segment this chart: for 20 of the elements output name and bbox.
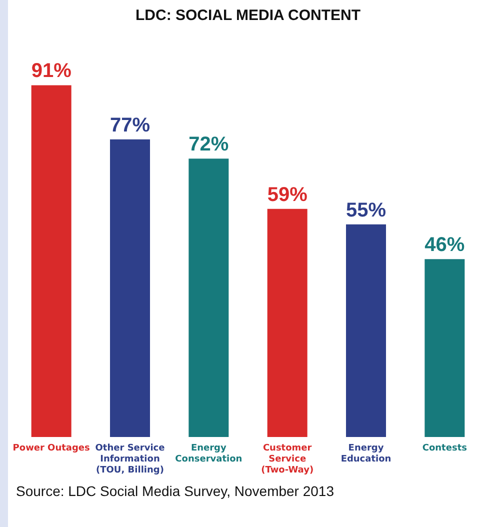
- source-note: Source: LDC Social Media Survey, November 2013: [16, 482, 336, 501]
- x-tick-label: Other Service Information (TOU, Billing): [95, 444, 165, 476]
- bar: [346, 224, 386, 437]
- x-tick-label: Energy Education: [340, 444, 392, 464]
- bar: [188, 158, 229, 437]
- data-label: 77%: [110, 114, 150, 136]
- bar: [424, 259, 465, 437]
- data-label: 46%: [424, 234, 465, 256]
- x-tick-label: Contests: [422, 444, 467, 454]
- data-label: 91%: [31, 60, 72, 82]
- data-label: 72%: [188, 134, 229, 156]
- x-tick-label: Power Outages: [12, 444, 90, 454]
- data-label: 55%: [346, 199, 386, 222]
- bar: [110, 139, 150, 437]
- chart-title: LDC: SOCIAL MEDIA CONTENT: [136, 7, 360, 24]
- x-tick-label: Customer Service (Two-Way): [261, 444, 314, 476]
- bar: [267, 208, 308, 437]
- x-tick-label: Energy Conservation: [175, 444, 242, 464]
- bar: [31, 85, 72, 437]
- data-label: 59%: [267, 184, 308, 206]
